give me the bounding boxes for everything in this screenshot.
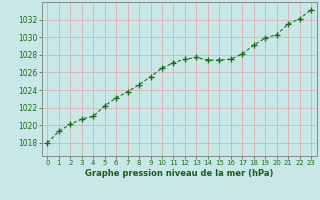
X-axis label: Graphe pression niveau de la mer (hPa): Graphe pression niveau de la mer (hPa)	[85, 169, 273, 178]
